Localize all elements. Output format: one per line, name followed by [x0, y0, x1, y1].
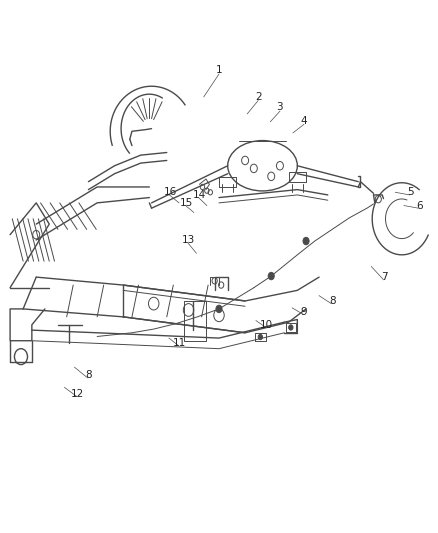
Text: 8: 8 [85, 370, 92, 380]
Text: 1: 1 [215, 66, 223, 75]
Circle shape [216, 305, 222, 313]
Text: 7: 7 [381, 272, 388, 282]
Text: 3: 3 [277, 102, 283, 112]
Circle shape [289, 325, 293, 330]
Text: 8: 8 [329, 296, 336, 306]
Text: 12: 12 [71, 389, 84, 399]
Circle shape [258, 334, 262, 340]
Text: 4: 4 [300, 116, 307, 126]
Text: 5: 5 [407, 187, 414, 197]
Text: 15: 15 [180, 198, 193, 208]
Text: 16: 16 [164, 187, 177, 197]
Circle shape [268, 272, 274, 280]
Text: 13: 13 [182, 235, 195, 245]
Circle shape [303, 237, 309, 245]
Text: 6: 6 [416, 200, 423, 211]
Text: 14: 14 [193, 190, 206, 200]
Text: 2: 2 [255, 92, 261, 102]
Text: 9: 9 [300, 306, 307, 317]
Text: 10: 10 [260, 320, 273, 330]
Text: 11: 11 [173, 338, 187, 349]
